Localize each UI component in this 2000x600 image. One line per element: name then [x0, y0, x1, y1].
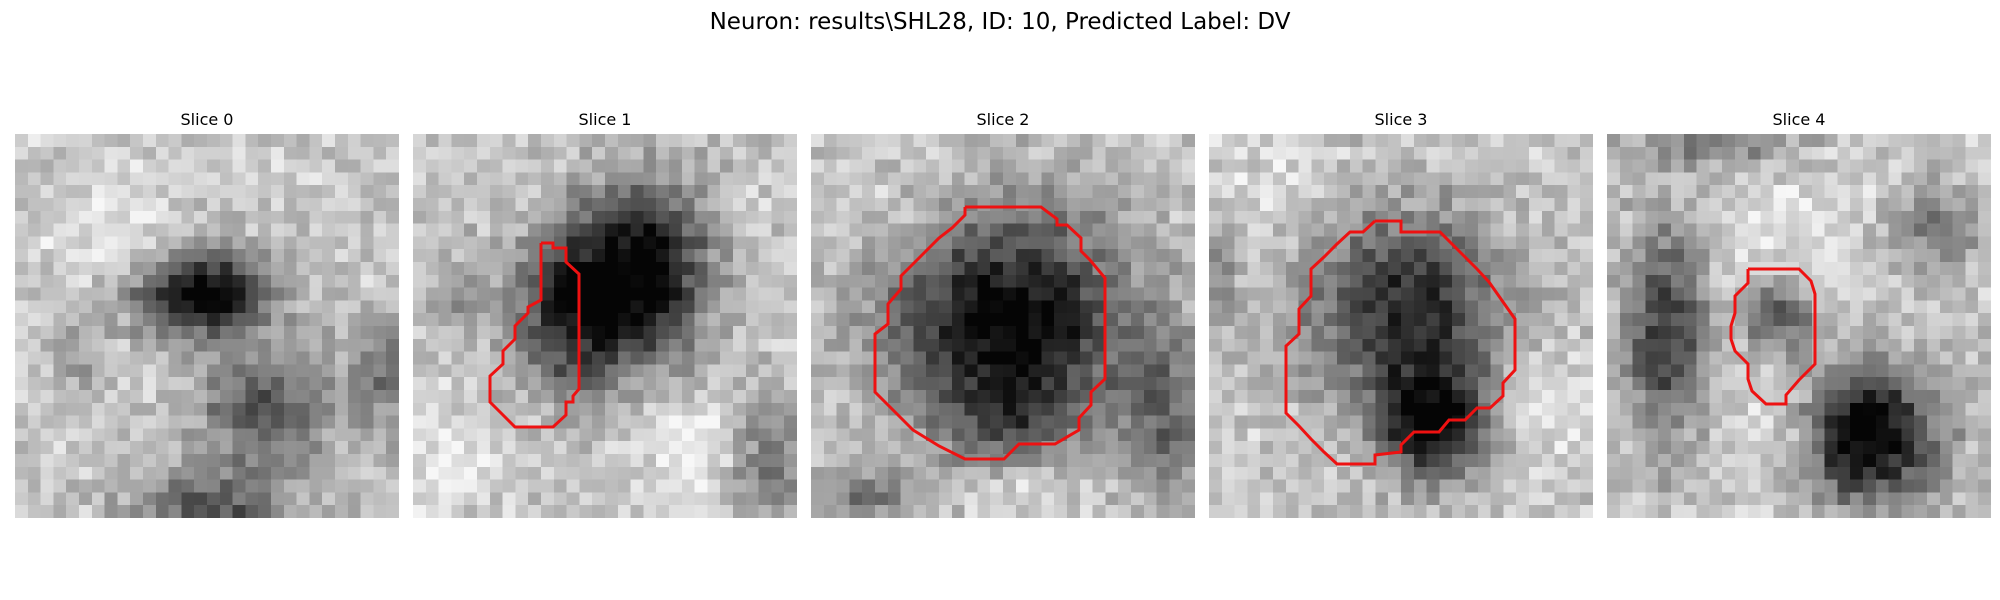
roi-outline-2 [873, 205, 1107, 461]
roi-contour-2 [873, 205, 1107, 461]
slice-image-1 [413, 134, 797, 518]
figure-title: Neuron: results\SHL28, ID: 10, Predicted… [709, 9, 1291, 35]
roi-outline-4 [1729, 267, 1817, 406]
slice-image-3 [1209, 134, 1593, 518]
slice-panel-4: Slice 4 [1607, 110, 1991, 518]
roi-contour-3 [1284, 219, 1517, 466]
slice-title-1: Slice 1 [578, 110, 632, 129]
roi-contour-4 [1729, 267, 1817, 406]
slice-panel-2: Slice 2 [811, 110, 1195, 518]
slice-panel-1: Slice 1 [413, 110, 797, 518]
slice-image-0 [15, 134, 399, 518]
slice-title-2: Slice 2 [976, 110, 1030, 129]
slice-image-2 [811, 134, 1195, 518]
slice-panel-3: Slice 3 [1209, 110, 1593, 518]
roi-outline-3 [1284, 219, 1517, 466]
slice-panel-0: Slice 0 [15, 110, 399, 518]
slice-title-3: Slice 3 [1374, 110, 1428, 129]
slice-title-4: Slice 4 [1772, 110, 1826, 129]
slice-image-4 [1607, 134, 1991, 518]
roi-outline-1 [488, 241, 581, 429]
slice-title-0: Slice 0 [180, 110, 234, 129]
roi-contour-1 [488, 241, 581, 429]
